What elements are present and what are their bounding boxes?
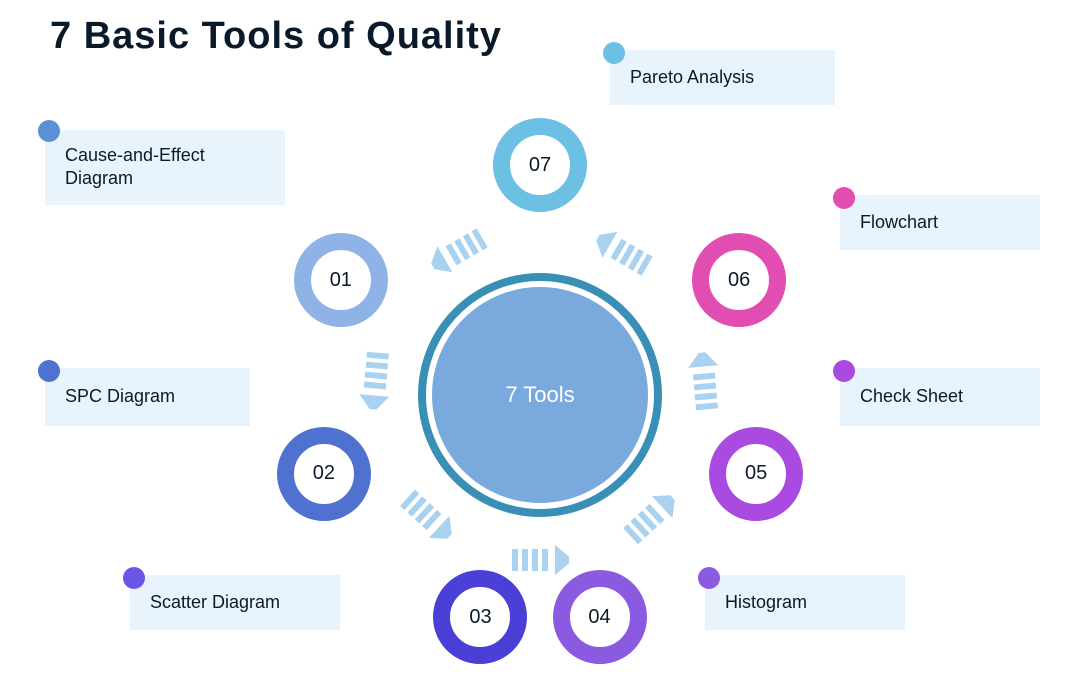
tool-label-dot <box>603 42 625 64</box>
cycle-node: 06 <box>692 233 786 327</box>
tool-label-box: Scatter Diagram <box>130 575 340 630</box>
tool-label-dot <box>833 360 855 382</box>
cycle-node: 05 <box>709 427 803 521</box>
tool-label-dot <box>38 120 60 142</box>
tool-label-box: SPC Diagram <box>45 368 250 426</box>
center-circle-inner: 7 Tools <box>432 287 648 503</box>
cycle-node-number: 01 <box>330 269 352 292</box>
cycle-arrow <box>512 545 569 575</box>
tool-label-box: Check Sheet <box>840 368 1040 426</box>
center-label: 7 Tools <box>505 382 574 408</box>
tool-label-text: Cause-and-Effect Diagram <box>65 144 265 191</box>
cycle-node-number: 02 <box>313 462 335 485</box>
cycle-node-number: 03 <box>469 606 491 629</box>
tool-label-text: Histogram <box>725 591 807 614</box>
cycle-arrow <box>687 351 722 410</box>
cycle-arrow <box>425 225 489 279</box>
tool-label-dot <box>833 187 855 209</box>
center-circle: 7 Tools <box>418 273 662 517</box>
cycle-arrow <box>397 486 459 547</box>
tool-label-text: Scatter Diagram <box>150 591 280 614</box>
cycle-node: 04 <box>553 570 647 664</box>
tool-label-box: Flowchart <box>840 195 1040 250</box>
cycle-node-number: 04 <box>588 606 610 629</box>
page-title: 7 Basic Tools of Quality <box>50 15 502 58</box>
tool-label-dot <box>698 567 720 589</box>
tool-label-box: Cause-and-Effect Diagram <box>45 130 285 205</box>
tool-label-text: Flowchart <box>860 211 938 234</box>
cycle-node: 02 <box>277 427 371 521</box>
tool-label-text: Pareto Analysis <box>630 66 754 89</box>
tool-label-dot <box>38 360 60 382</box>
cycle-arrow <box>358 351 393 410</box>
tool-label-box: Pareto Analysis <box>610 50 835 105</box>
tool-label-dot <box>123 567 145 589</box>
cycle-node-number: 06 <box>728 269 750 292</box>
cycle-node: 07 <box>493 118 587 212</box>
cycle-node-number: 07 <box>529 154 551 177</box>
cycle-node-number: 05 <box>745 462 767 485</box>
cycle-arrow <box>620 486 682 547</box>
cycle-node: 01 <box>294 233 388 327</box>
cycle-node: 03 <box>433 570 527 664</box>
tool-label-box: Histogram <box>705 575 905 630</box>
cycle-arrow <box>590 225 654 279</box>
tool-label-text: SPC Diagram <box>65 385 175 408</box>
tool-label-text: Check Sheet <box>860 385 963 408</box>
